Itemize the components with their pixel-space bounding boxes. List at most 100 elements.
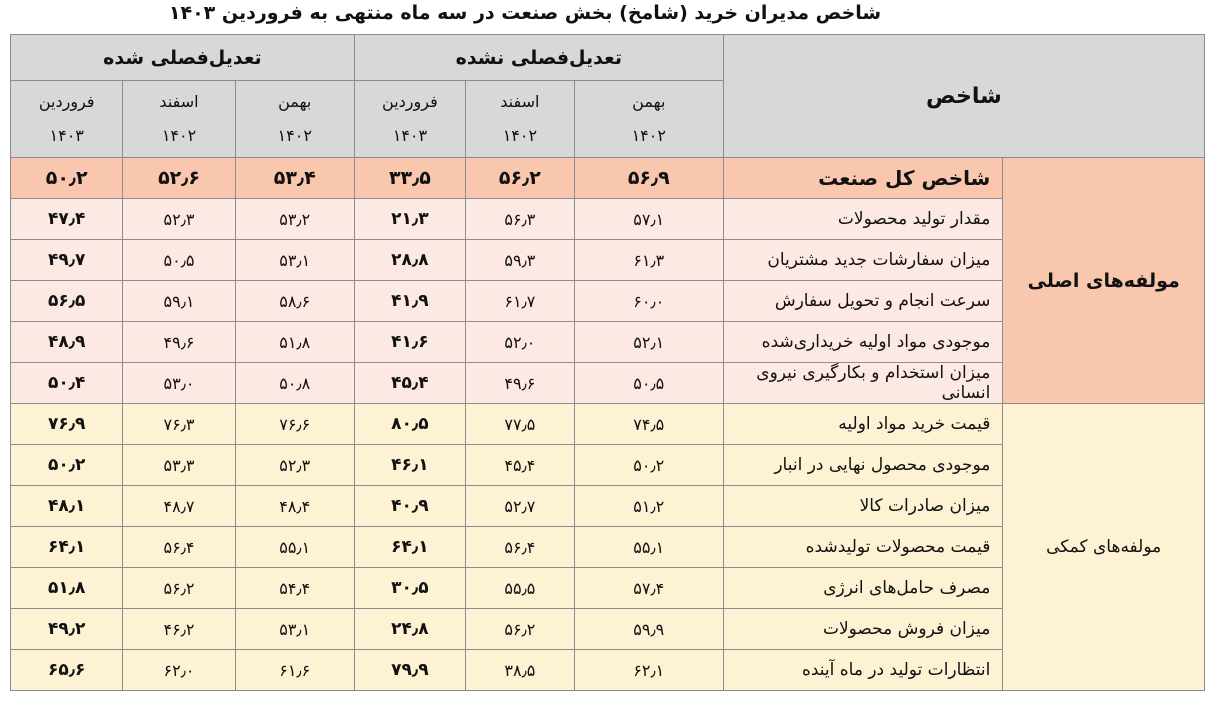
cell: ۳۰٫۵ [353, 567, 466, 609]
cell: ۵۵٫۵ [464, 567, 575, 609]
table-row: مولفه‌های اصلی شاخص کل صنعت ۵۶٫۹ ۵۶٫۲ ۳۳… [9, 157, 1205, 404]
cell: ۴۸٫۱ [9, 485, 124, 527]
table-row: مولفه‌های کمکی قیمت خرید مواد اولیه ۷۴٫۵… [9, 403, 1205, 691]
cell: ۵۶٫۲ [464, 608, 575, 650]
cell: ۶۵٫۶ [9, 649, 124, 691]
month-header: فروردین ۱۴۰۳ [9, 80, 124, 158]
table-row: میزان فروش محصولات ۵۹٫۹ ۵۶٫۲ ۲۴٫۸ ۵۳٫۱ ۴… [9, 608, 1205, 650]
row-label: موجودی محصول نهایی در انبار [722, 444, 1004, 486]
cell: ۵۲٫۷ [464, 485, 575, 527]
cell: ۵۴٫۴ [234, 567, 355, 609]
table-row: انتظارات تولید در ماه آینده ۶۲٫۱ ۳۸٫۵ ۷۹… [9, 649, 1205, 691]
cell: ۵۰٫۲ [9, 157, 124, 199]
table-row: موجودی مواد اولیه خریداری‌شده ۵۲٫۱ ۵۲٫۰ … [9, 321, 1205, 363]
row-label: انتظارات تولید در ماه آینده [722, 649, 1004, 691]
table-row: مصرف حامل‌های انرژی ۵۷٫۴ ۵۵٫۵ ۳۰٫۵ ۵۴٫۴ … [9, 567, 1205, 609]
cell: ۶۱٫۳ [573, 239, 724, 281]
cell: ۶۲٫۱ [573, 649, 724, 691]
cell: ۵۰٫۵ [122, 239, 236, 281]
cell: ۷۴٫۵ [573, 403, 724, 445]
cell: ۵۹٫۹ [573, 608, 724, 650]
category-aux: مولفه‌های کمکی [1002, 403, 1205, 691]
cell: ۶۱٫۶ [234, 649, 355, 691]
cell: ۶۰٫۰ [573, 280, 724, 322]
cell: ۵۲٫۶ [122, 157, 236, 199]
table-row: میزان استخدام و بکارگیری نیروی انسانی ۵۰… [9, 362, 1205, 404]
cell: ۵۳٫۱ [234, 239, 355, 281]
cell: ۵۲٫۳ [122, 198, 236, 240]
cell: ۵۵٫۱ [573, 526, 724, 568]
month-header: بهمن ۱۴۰۲ [573, 80, 724, 158]
cell: ۵۳٫۳ [122, 444, 236, 486]
cell: ۲۴٫۸ [353, 608, 466, 650]
cell: ۲۱٫۳ [353, 198, 466, 240]
cell: ۶۲٫۰ [122, 649, 236, 691]
cell: ۵۶٫۵ [9, 280, 124, 322]
cell: ۸۰٫۵ [353, 403, 466, 445]
cell: ۵۰٫۵ [573, 362, 724, 404]
cell: ۵۲٫۳ [234, 444, 355, 486]
cell: ۵۹٫۱ [122, 280, 236, 322]
cell: ۴۹٫۲ [9, 608, 124, 650]
month-header: اسفند ۱۴۰۲ [464, 80, 575, 158]
cell: ۷۶٫۶ [234, 403, 355, 445]
cell: ۴۱٫۹ [353, 280, 466, 322]
category-main: مولفه‌های اصلی [1002, 157, 1205, 404]
cell: ۴۹٫۶ [122, 321, 236, 363]
cell: ۵۱٫۸ [234, 321, 355, 363]
row-label: سرعت انجام و تحویل سفارش [722, 280, 1004, 322]
cell: ۴۶٫۲ [122, 608, 236, 650]
table-row: قیمت محصولات تولیدشده ۵۵٫۱ ۵۶٫۴ ۶۴٫۱ ۵۵٫… [9, 526, 1205, 568]
cell: ۴۰٫۹ [353, 485, 466, 527]
cell: ۵۰٫۴ [9, 362, 124, 404]
cell: ۴۸٫۷ [122, 485, 236, 527]
cell: ۵۰٫۲ [573, 444, 724, 486]
cell: ۵۷٫۱ [573, 198, 724, 240]
table-row: میزان صادرات کالا ۵۱٫۲ ۵۲٫۷ ۴۰٫۹ ۴۸٫۴ ۴۸… [9, 485, 1205, 527]
table-row: مقدار تولید محصولات ۵۷٫۱ ۵۶٫۳ ۲۱٫۳ ۵۳٫۲ … [9, 198, 1205, 240]
cell: ۵۳٫۱ [234, 608, 355, 650]
cell: ۴۵٫۴ [353, 362, 466, 404]
cell: ۵۶٫۳ [464, 198, 575, 240]
row-label: میزان استخدام و بکارگیری نیروی انسانی [722, 362, 1004, 404]
cell: ۴۹٫۷ [9, 239, 124, 281]
cell: ۴۹٫۶ [464, 362, 575, 404]
row-label: شاخص کل صنعت [722, 157, 1004, 199]
row-label: مصرف حامل‌های انرژی [722, 567, 1004, 609]
row-label: قیمت محصولات تولیدشده [722, 526, 1004, 568]
cell: ۷۷٫۵ [464, 403, 575, 445]
cell: ۵۸٫۶ [234, 280, 355, 322]
month-header: فروردین ۱۴۰۳ [353, 80, 466, 158]
cell: ۵۹٫۳ [464, 239, 575, 281]
cell: ۷۶٫۹ [9, 403, 124, 445]
cell: ۵۳٫۰ [122, 362, 236, 404]
table-row: سرعت انجام و تحویل سفارش ۶۰٫۰ ۶۱٫۷ ۴۱٫۹ … [9, 280, 1205, 322]
cell: ۵۳٫۲ [234, 198, 355, 240]
cell: ۳۸٫۵ [464, 649, 575, 691]
cell: ۵۳٫۴ [234, 157, 355, 199]
cell: ۷۶٫۳ [122, 403, 236, 445]
row-label: قیمت خرید مواد اولیه [722, 403, 1004, 445]
cell: ۵۶٫۴ [464, 526, 575, 568]
page-title: شاخص مدیران خرید (شامخ) بخش صنعت در سه م… [168, 2, 882, 24]
cell: ۵۶٫۲ [464, 157, 575, 199]
cell: ۵۵٫۱ [234, 526, 355, 568]
month-header: اسفند ۱۴۰۲ [122, 80, 236, 158]
cell: ۵۶٫۲ [122, 567, 236, 609]
cell: ۷۹٫۹ [353, 649, 466, 691]
cell: ۵۲٫۰ [464, 321, 575, 363]
cell: ۶۴٫۱ [9, 526, 124, 568]
row-label: مقدار تولید محصولات [722, 198, 1004, 240]
cell: ۴۱٫۶ [353, 321, 466, 363]
month-header: بهمن ۱۴۰۲ [234, 80, 355, 158]
indicator-header: شاخص [722, 34, 1206, 158]
cell: ۴۶٫۱ [353, 444, 466, 486]
cell: ۵۰٫۸ [234, 362, 355, 404]
cell: ۴۸٫۴ [234, 485, 355, 527]
cell: ۶۱٫۷ [464, 280, 575, 322]
cell: ۲۸٫۸ [353, 239, 466, 281]
row-label: موجودی مواد اولیه خریداری‌شده [722, 321, 1004, 363]
row-label: میزان فروش محصولات [722, 608, 1004, 650]
cell: ۵۱٫۸ [9, 567, 124, 609]
cell: ۴۵٫۴ [464, 444, 575, 486]
